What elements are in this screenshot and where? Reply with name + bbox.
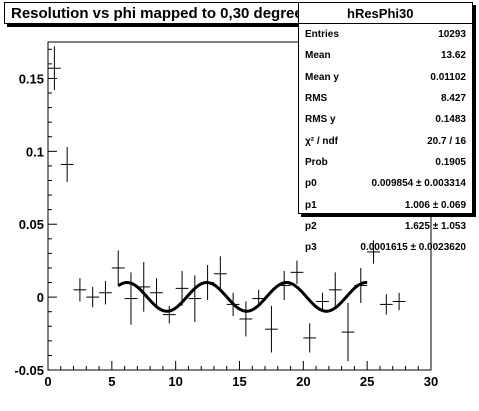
stats-row: χ² / ndf 20.7 / 16 <box>299 130 472 151</box>
chart-title-text: Resolution vs phi mapped to 0,30 degrees <box>11 4 312 22</box>
data-point <box>188 275 202 322</box>
stats-label: p1 <box>305 199 317 211</box>
stats-value: 10293 <box>438 29 466 41</box>
stats-row: p2 1.625 ± 1.053 <box>299 216 472 237</box>
stats-value: 0.1483 <box>435 114 466 126</box>
y-tick-label: 0.05 <box>19 217 44 232</box>
stats-label: Prob <box>305 156 328 168</box>
x-tick-label: 10 <box>168 374 182 389</box>
stats-label: p0 <box>305 178 317 190</box>
data-point <box>111 250 125 286</box>
stats-row: p0 0.009854 ± 0.003314 <box>299 173 472 194</box>
stats-label: p2 <box>305 220 317 232</box>
stats-label: Entries <box>305 29 339 41</box>
stats-value: 0.01102 <box>430 71 466 83</box>
data-point <box>86 286 100 308</box>
stats-row: p3 0.0001615 ± 0.0023620 <box>299 237 472 258</box>
x-tick-label: 15 <box>232 374 246 389</box>
stats-label: p3 <box>305 242 317 254</box>
data-point <box>124 272 138 325</box>
stats-name: hResPhi30 <box>299 3 472 24</box>
stats-row: Mean 13.62 <box>299 45 472 66</box>
stats-row: RMS 8.427 <box>299 88 472 109</box>
stats-row: Mean y 0.01102 <box>299 67 472 88</box>
y-tick-label: 0 <box>37 290 44 305</box>
stats-box: hResPhi30 Entries 10293 Mean 13.62 Mean y 0.0… <box>298 2 473 253</box>
stats-rows: Entries 10293 Mean 13.62 Mean y 0.01102 RMS 8.4… <box>299 24 472 258</box>
data-point <box>60 146 74 182</box>
stats-value: 0.009854 ± 0.003314 <box>371 178 466 190</box>
data-point <box>303 323 317 353</box>
data-point <box>150 278 163 308</box>
data-point <box>341 302 355 362</box>
stats-label: Mean y <box>305 71 339 83</box>
data-point <box>265 305 278 353</box>
data-point <box>392 292 406 311</box>
fit-curve <box>117 281 368 313</box>
stats-label: RMS y <box>305 114 336 126</box>
stats-value: 1.006 ± 0.069 <box>404 199 466 211</box>
y-tick-label: 0.1 <box>26 144 44 159</box>
x-tick-label: 0 <box>44 374 51 389</box>
x-tick-label: 20 <box>296 374 310 389</box>
stats-label: χ² / ndf <box>305 135 338 147</box>
stats-value: 0.0001615 ± 0.0023620 <box>360 242 466 254</box>
data-point <box>290 260 304 284</box>
x-tick-label: 30 <box>424 374 438 389</box>
data-point <box>48 46 61 91</box>
data-point <box>328 272 342 308</box>
data-point <box>239 301 253 337</box>
stats-value: 13.62 <box>440 50 466 62</box>
data-point <box>162 305 176 324</box>
stats-row: Entries 10293 <box>299 24 472 45</box>
stats-value: 0.1905 <box>435 156 466 168</box>
data-point <box>73 278 87 302</box>
stats-value: 8.427 <box>440 93 466 105</box>
data-point <box>213 256 227 292</box>
data-point <box>99 281 112 305</box>
x-tick-label: 25 <box>360 374 374 389</box>
stats-row: RMS y 0.1483 <box>299 109 472 130</box>
y-tick-label: 0.15 <box>19 71 44 86</box>
stats-value: 20.7 / 16 <box>427 135 466 147</box>
x-tick-label: 5 <box>108 374 115 389</box>
stats-row: p1 1.006 ± 0.069 <box>299 194 472 215</box>
chart-title: Resolution vs phi mapped to 0,30 degrees <box>4 2 337 24</box>
y-tick-label: -0.05 <box>14 363 44 378</box>
data-point <box>379 294 393 315</box>
stats-label: RMS <box>305 93 328 105</box>
data-point <box>316 292 329 311</box>
stats-label: Mean <box>305 50 331 62</box>
data-point <box>367 240 380 264</box>
stats-row: Prob 0.1905 <box>299 152 472 173</box>
stats-value: 1.625 ± 1.053 <box>404 220 466 232</box>
